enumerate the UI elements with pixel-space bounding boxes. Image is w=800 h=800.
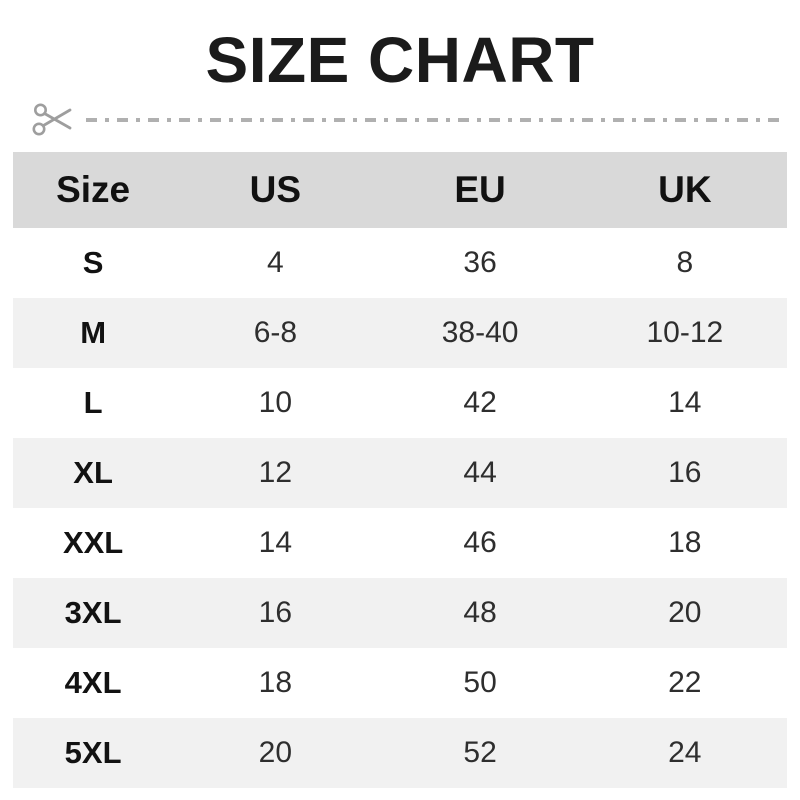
uk-cell: 24 (668, 736, 702, 769)
eu-cell: 44 (463, 456, 497, 489)
uk-cell: 8 (676, 246, 694, 279)
us-cell: 4 (267, 246, 284, 279)
size-cell: S (82, 245, 104, 280)
table-row: 3XL 16 48 20 (13, 578, 787, 648)
us-cell: 20 (258, 736, 293, 769)
page-title: SIZE CHART (205, 24, 595, 96)
cut-line (32, 101, 786, 139)
us-cell: 14 (258, 526, 293, 559)
eu-cell: 48 (463, 596, 497, 629)
size-cell: 5XL (64, 735, 122, 770)
eu-cell: 38-40 (441, 316, 519, 349)
table-row: 4XL 18 50 22 (13, 648, 787, 718)
table-row: XXL 14 46 18 (13, 508, 787, 578)
size-cell: L (83, 385, 103, 420)
column-header-size: Size (13, 152, 174, 228)
scissors-icon (32, 103, 72, 136)
table-row: 5XL 20 52 24 (13, 718, 787, 788)
column-header-eu: EU (377, 152, 583, 228)
size-cell: M (80, 315, 107, 350)
table-row: M 6-8 38-40 10-12 (13, 298, 787, 368)
table-row: S 4 36 8 (13, 228, 787, 298)
uk-cell: 16 (668, 456, 702, 489)
uk-cell: 20 (668, 596, 702, 629)
column-header-uk: UK (582, 152, 787, 228)
column-header-us: US (173, 152, 378, 228)
uk-cell: 14 (668, 386, 702, 419)
size-cell: 4XL (64, 665, 122, 700)
table-row: L 10 42 14 (13, 368, 787, 438)
us-cell: 18 (258, 666, 293, 699)
uk-cell: 22 (668, 666, 702, 699)
eu-cell: 46 (463, 526, 497, 559)
eu-cell: 42 (463, 386, 497, 419)
us-cell: 6-8 (253, 316, 298, 349)
size-cell: 3XL (64, 595, 122, 630)
uk-cell: 10-12 (646, 316, 724, 349)
eu-cell: 52 (463, 736, 497, 769)
table-header-row: Size US EU UK (13, 152, 787, 228)
us-cell: 10 (258, 386, 293, 419)
eu-cell: 36 (463, 246, 497, 279)
us-cell: 12 (258, 456, 293, 489)
size-cell: XXL (62, 525, 124, 560)
table-row: XL 12 44 16 (13, 438, 787, 508)
size-cell: XL (73, 455, 113, 490)
dashed-cut-line (86, 118, 786, 122)
size-chart-table: Size US EU UK S 4 36 8 M 6-8 38-40 10-12… (13, 152, 787, 788)
us-cell: 16 (258, 596, 293, 629)
uk-cell: 18 (668, 526, 702, 559)
eu-cell: 50 (463, 666, 497, 699)
